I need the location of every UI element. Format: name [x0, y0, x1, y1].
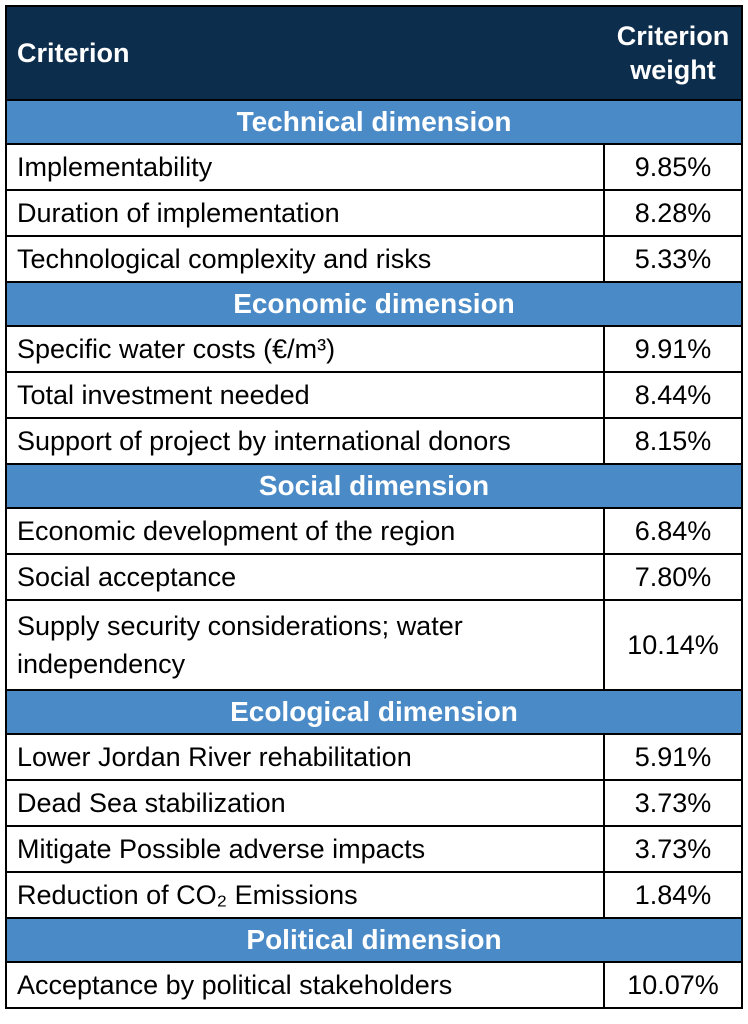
- criteria-weight-table: Criterion Criterion weight Technical dim…: [5, 5, 743, 1009]
- weight-cell: 9.85%: [634, 151, 712, 182]
- weight-cell: 8.44%: [634, 379, 712, 410]
- section-economic: Economic dimension: [7, 281, 741, 325]
- weight-cell: 10.14%: [627, 629, 719, 660]
- weight-header-line1: Criterion: [616, 21, 730, 51]
- criterion-cell: Support of project by international dono…: [7, 419, 605, 463]
- weight-cell: 7.80%: [634, 561, 712, 592]
- table-row: Social acceptance 7.80%: [7, 553, 741, 599]
- table-row: Supply security considerations; water in…: [7, 599, 741, 689]
- weight-cell: 5.33%: [634, 243, 712, 274]
- criterion-cell: Duration of implementation: [7, 191, 605, 235]
- table-row: Support of project by international dono…: [7, 417, 741, 463]
- weight-cell: 5.91%: [634, 741, 712, 772]
- table-row: Reduction of CO₂ Emissions 1.84%: [7, 871, 741, 917]
- table-row: Duration of implementation 8.28%: [7, 189, 741, 235]
- table-header-row: Criterion Criterion weight: [7, 7, 741, 99]
- weight-cell: 10.07%: [627, 969, 719, 1000]
- weight-column-header: Criterion weight: [605, 7, 741, 99]
- criterion-cell: Reduction of CO₂ Emissions: [7, 873, 605, 917]
- criterion-cell: Lower Jordan River rehabilitation: [7, 735, 605, 779]
- criterion-cell: Total investment needed: [7, 373, 605, 417]
- weight-cell: 9.91%: [634, 333, 712, 364]
- weight-cell: 1.84%: [634, 879, 712, 910]
- table-row: Implementability 9.85%: [7, 143, 741, 189]
- table-row: Mitigate Possible adverse impacts 3.73%: [7, 825, 741, 871]
- weight-cell: 6.84%: [634, 515, 712, 546]
- table-row: Economic development of the region 6.84%: [7, 507, 741, 553]
- table-row: Dead Sea stabilization 3.73%: [7, 779, 741, 825]
- criterion-cell: Social acceptance: [7, 555, 605, 599]
- weight-cell: 8.15%: [634, 425, 712, 456]
- criterion-cell: Mitigate Possible adverse impacts: [7, 827, 605, 871]
- criterion-cell: Implementability: [7, 145, 605, 189]
- section-ecological: Ecological dimension: [7, 689, 741, 733]
- criterion-cell: Specific water costs (€/m³): [7, 327, 605, 371]
- criterion-cell: Economic development of the region: [7, 509, 605, 553]
- weight-cell: 3.73%: [634, 787, 712, 818]
- weight-header-line2: weight: [630, 55, 716, 85]
- criterion-column-header: Criterion: [17, 37, 130, 68]
- weight-cell: 3.73%: [634, 833, 712, 864]
- table-row: Lower Jordan River rehabilitation 5.91%: [7, 733, 741, 779]
- table-row: Acceptance by political stakeholders 10.…: [7, 961, 741, 1007]
- criterion-cell: Dead Sea stabilization: [7, 781, 605, 825]
- criterion-cell: Technological complexity and risks: [7, 237, 605, 281]
- table-row: Technological complexity and risks 5.33%: [7, 235, 741, 281]
- table-row: Total investment needed 8.44%: [7, 371, 741, 417]
- table-row: Specific water costs (€/m³) 9.91%: [7, 325, 741, 371]
- section-political: Political dimension: [7, 917, 741, 961]
- criterion-cell: Acceptance by political stakeholders: [7, 963, 605, 1007]
- criterion-cell: Supply security considerations; water in…: [7, 601, 605, 689]
- section-technical: Technical dimension: [7, 99, 741, 143]
- section-social: Social dimension: [7, 463, 741, 507]
- weight-cell: 8.28%: [634, 197, 712, 228]
